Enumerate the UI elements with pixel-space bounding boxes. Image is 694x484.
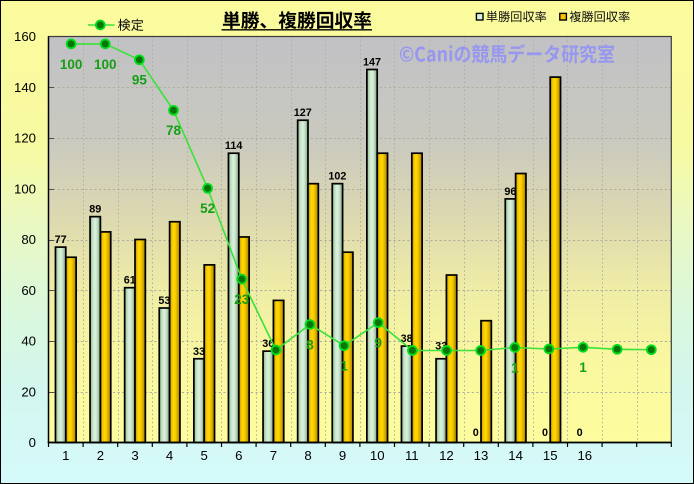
svg-text:89: 89 <box>89 204 101 216</box>
svg-text:8: 8 <box>304 448 311 463</box>
svg-text:140: 140 <box>14 80 36 95</box>
svg-text:52: 52 <box>200 201 215 216</box>
svg-text:4: 4 <box>166 448 173 463</box>
svg-text:9: 9 <box>375 336 383 351</box>
svg-text:100: 100 <box>14 181 36 196</box>
svg-text:16: 16 <box>577 448 592 463</box>
svg-text:96: 96 <box>504 186 516 198</box>
svg-text:2: 2 <box>97 448 104 463</box>
svg-text:1: 1 <box>62 448 69 463</box>
svg-text:1: 1 <box>511 360 519 375</box>
svg-text:14: 14 <box>508 448 523 463</box>
svg-text:6: 6 <box>235 448 242 463</box>
svg-text:61: 61 <box>124 275 136 287</box>
svg-text:1: 1 <box>340 359 348 374</box>
svg-text:0: 0 <box>473 427 479 439</box>
svg-text:1: 1 <box>579 360 587 375</box>
svg-text:120: 120 <box>14 131 36 146</box>
svg-text:53: 53 <box>158 295 170 307</box>
svg-text:11: 11 <box>405 448 419 463</box>
svg-text:80: 80 <box>21 232 36 247</box>
svg-text:127: 127 <box>294 107 312 119</box>
svg-text:9: 9 <box>339 448 346 463</box>
svg-text:7: 7 <box>270 448 277 463</box>
svg-text:0: 0 <box>577 427 583 439</box>
svg-text:147: 147 <box>363 56 381 68</box>
svg-text:38: 38 <box>401 333 413 345</box>
svg-text:100: 100 <box>94 57 117 72</box>
svg-text:8: 8 <box>306 337 314 352</box>
svg-text:102: 102 <box>328 171 346 183</box>
svg-text:33: 33 <box>193 346 205 358</box>
svg-text:77: 77 <box>55 234 67 246</box>
svg-text:100: 100 <box>60 57 83 72</box>
svg-text:160: 160 <box>14 29 36 44</box>
svg-text:0: 0 <box>29 435 36 450</box>
svg-text:13: 13 <box>474 448 489 463</box>
svg-text:78: 78 <box>166 123 182 138</box>
svg-text:23: 23 <box>234 292 250 307</box>
svg-text:12: 12 <box>439 448 454 463</box>
svg-text:5: 5 <box>201 448 208 463</box>
svg-text:3: 3 <box>131 448 138 463</box>
svg-text:114: 114 <box>225 140 242 152</box>
svg-text:95: 95 <box>132 73 148 88</box>
svg-text:0: 0 <box>542 427 548 439</box>
svg-text:15: 15 <box>543 448 558 463</box>
svg-text:60: 60 <box>21 283 36 298</box>
svg-text:40: 40 <box>21 334 36 349</box>
svg-text:10: 10 <box>370 448 385 463</box>
svg-text:20: 20 <box>21 384 36 399</box>
